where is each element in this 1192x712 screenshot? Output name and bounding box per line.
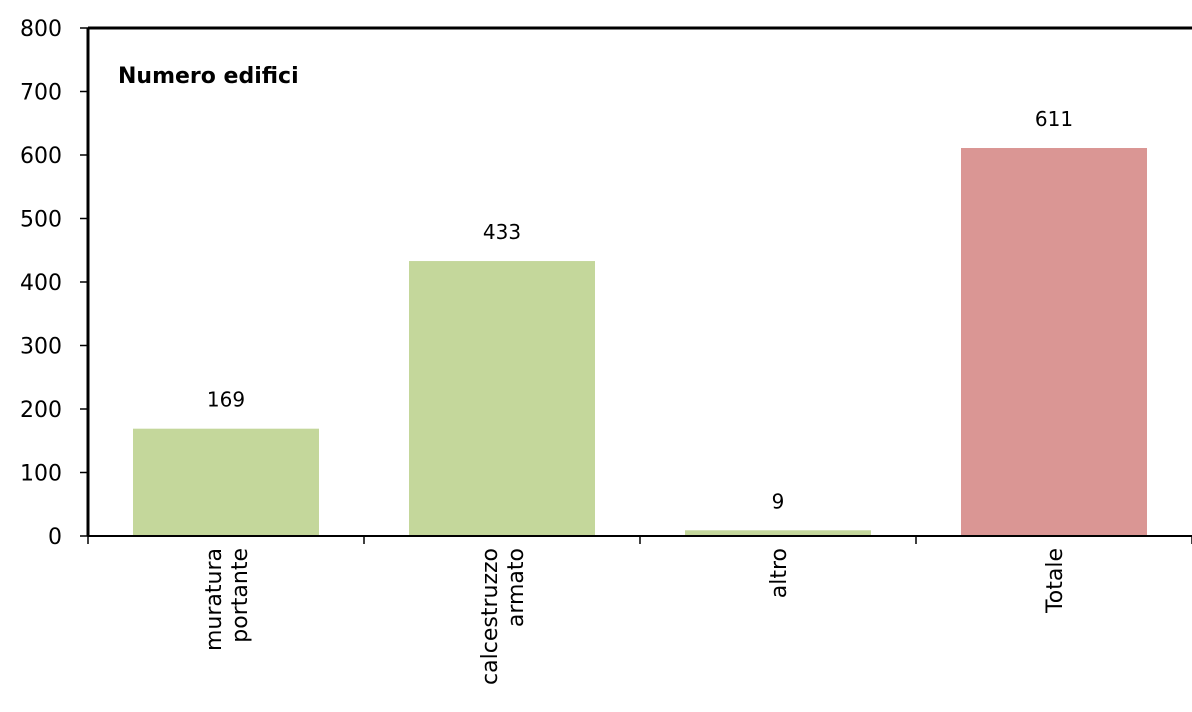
category-label: altro [767, 548, 792, 598]
y-tick-label: 400 [20, 271, 62, 296]
data-label: 169 [207, 388, 245, 412]
y-axis: 0 100 200 300 400 500 600 700 800 [20, 17, 88, 550]
data-label: 611 [1035, 107, 1073, 131]
bar [409, 261, 595, 536]
chart-title: Numero edifici [118, 64, 299, 89]
data-label: 433 [483, 220, 521, 244]
category-label: muraturaportante [202, 548, 253, 651]
y-tick-label: 600 [20, 144, 62, 169]
y-tick-label: 200 [20, 398, 62, 423]
x-axis [87, 536, 1192, 544]
y-tick-label: 0 [48, 525, 62, 550]
category-label-line: portante [228, 548, 253, 643]
category-label-line: calcestruzzo [478, 548, 503, 685]
bar [133, 428, 319, 536]
category-labels: muraturaportante calcestruzzoarmato altro T… [202, 548, 1068, 685]
bar [961, 148, 1147, 536]
category-label-line: Totale [1043, 548, 1068, 614]
bar [685, 530, 871, 536]
category-label-line: armato [504, 548, 529, 627]
data-label: 9 [772, 489, 785, 513]
y-tick-label: 500 [20, 208, 62, 233]
y-tick-label: 700 [20, 81, 62, 106]
data-labels: 169 433 9 611 [207, 107, 1073, 513]
y-tick-label: 300 [20, 335, 62, 360]
category-label-line: muratura [202, 548, 227, 651]
category-label: calcestruzzoarmato [478, 548, 529, 685]
category-label-line: altro [767, 548, 792, 598]
bars [133, 148, 1147, 536]
y-tick-label: 800 [20, 17, 62, 42]
y-tick-label: 100 [20, 462, 62, 487]
category-label: Totale [1043, 548, 1068, 614]
